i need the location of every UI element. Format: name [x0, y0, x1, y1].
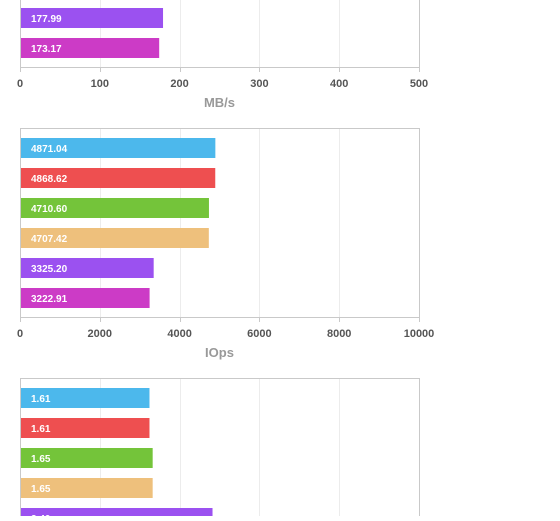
- chart-1-tick-label: 200: [170, 78, 188, 90]
- chart-1-tick-label: 400: [330, 78, 348, 90]
- chart-1-tick-label: 0: [17, 78, 23, 90]
- chart-3-data-label: 1.61: [31, 394, 51, 405]
- chart-2-tick-label: 0: [17, 328, 23, 340]
- chart-3-data-label: 1.65: [31, 484, 51, 495]
- chart-3-bar: [21, 388, 150, 408]
- chart-1-tick-label: 100: [91, 78, 109, 90]
- chart-2-bar: [21, 228, 209, 248]
- chart-3-bar: [21, 448, 153, 468]
- chart-2-data-label: 4871.04: [31, 144, 68, 155]
- chart-2-data-label: 3325.20: [31, 264, 68, 275]
- chart-2-bar: [21, 138, 216, 158]
- chart-3-bar: [21, 478, 153, 498]
- chart-2-axis-label: IOps: [205, 345, 234, 360]
- chart-1-bar: [21, 8, 164, 28]
- chart-2-data-label: 4868.62: [31, 174, 68, 185]
- chart-2-tick-label: 10000: [404, 328, 435, 340]
- chart-1-bar: [21, 38, 160, 58]
- chart-2-tick-label: 6000: [247, 328, 271, 340]
- chart-2-bar: [21, 288, 150, 308]
- chart-2-data-label: 3222.91: [31, 294, 68, 305]
- chart-2-bar: [21, 168, 216, 188]
- chart-2-bar: [21, 258, 154, 278]
- chart-2-data-label: 4707.42: [31, 234, 68, 245]
- chart-1-axis-label: MB/s: [204, 95, 235, 110]
- chart-2-data-label: 4710.60: [31, 204, 68, 215]
- chart-3-data-label: 1.61: [31, 424, 51, 435]
- chart-1-data-label: 173.17: [31, 44, 62, 55]
- chart-3-data-label: 1.65: [31, 454, 51, 465]
- chart-2-tick-label: 2000: [88, 328, 112, 340]
- chart-1-tick-label: 500: [410, 78, 428, 90]
- chart-3-bar: [21, 418, 150, 438]
- chart-2-tick-label: 8000: [327, 328, 351, 340]
- chart-1-data-label: 177.99: [31, 14, 62, 25]
- chart-2-tick-label: 4000: [167, 328, 191, 340]
- chart-2-bar: [21, 198, 209, 218]
- chart-2-plot-frame: [20, 128, 420, 318]
- chart-1-tick-label: 300: [250, 78, 268, 90]
